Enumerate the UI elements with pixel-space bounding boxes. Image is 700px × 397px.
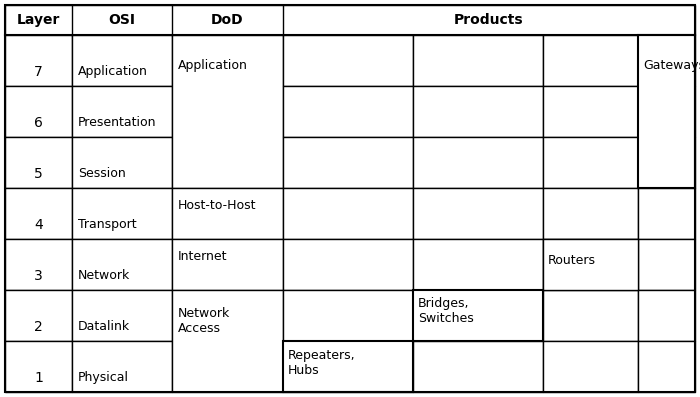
- Bar: [172, 188, 283, 239]
- Text: 2: 2: [34, 320, 43, 334]
- Bar: [5, 35, 72, 86]
- Text: Repeaters,
Hubs: Repeaters, Hubs: [288, 349, 356, 376]
- Bar: [72, 239, 172, 290]
- Text: OSI: OSI: [108, 13, 136, 27]
- Text: Host-to-Host: Host-to-Host: [178, 199, 256, 212]
- Text: Presentation: Presentation: [78, 116, 157, 129]
- Bar: [72, 341, 172, 392]
- Bar: [543, 239, 638, 290]
- Bar: [283, 137, 413, 188]
- Text: Products: Products: [454, 13, 524, 27]
- Bar: [543, 35, 638, 86]
- Bar: [638, 35, 695, 86]
- Bar: [543, 86, 638, 137]
- Text: 1: 1: [34, 371, 43, 385]
- Bar: [72, 188, 172, 239]
- Bar: [283, 35, 413, 86]
- Bar: [413, 188, 543, 239]
- Text: Network: Network: [78, 269, 130, 282]
- Bar: [638, 341, 695, 392]
- Bar: [638, 290, 695, 341]
- Bar: [638, 35, 695, 188]
- Bar: [5, 239, 72, 290]
- Text: Network
Access: Network Access: [178, 306, 230, 335]
- Text: 6: 6: [34, 116, 43, 130]
- Bar: [5, 188, 72, 239]
- Bar: [172, 239, 283, 290]
- Text: Routers: Routers: [548, 254, 596, 267]
- Text: DoD: DoD: [211, 13, 244, 27]
- Text: Layer: Layer: [17, 13, 60, 27]
- Bar: [72, 86, 172, 137]
- Text: Transport: Transport: [78, 218, 136, 231]
- Text: Gateways: Gateways: [643, 59, 700, 72]
- Bar: [413, 137, 543, 188]
- Bar: [413, 290, 543, 341]
- Bar: [5, 341, 72, 392]
- Text: Session: Session: [78, 167, 126, 180]
- Bar: [543, 137, 638, 188]
- Bar: [5, 5, 695, 35]
- Text: 4: 4: [34, 218, 43, 232]
- Bar: [283, 86, 413, 137]
- Text: 7: 7: [34, 65, 43, 79]
- Text: Datalink: Datalink: [78, 320, 130, 333]
- Bar: [283, 290, 413, 341]
- Bar: [413, 341, 543, 392]
- Text: Internet: Internet: [178, 251, 228, 263]
- Bar: [638, 239, 695, 290]
- Text: Physical: Physical: [78, 371, 129, 384]
- Text: Application: Application: [178, 59, 248, 72]
- Bar: [72, 137, 172, 188]
- Bar: [5, 137, 72, 188]
- Bar: [543, 188, 638, 239]
- Bar: [543, 239, 638, 290]
- Text: 3: 3: [34, 269, 43, 283]
- Text: Bridges,
Switches: Bridges, Switches: [418, 297, 474, 326]
- Bar: [638, 137, 695, 188]
- Bar: [172, 290, 283, 392]
- Bar: [283, 188, 413, 239]
- Bar: [283, 341, 413, 392]
- Bar: [72, 290, 172, 341]
- Bar: [413, 290, 543, 341]
- Bar: [413, 239, 543, 290]
- Bar: [413, 35, 543, 86]
- Bar: [283, 239, 413, 290]
- Bar: [283, 341, 413, 392]
- Bar: [5, 86, 72, 137]
- Text: Application: Application: [78, 65, 148, 78]
- Bar: [543, 290, 638, 341]
- Text: 5: 5: [34, 167, 43, 181]
- Bar: [413, 86, 543, 137]
- Bar: [543, 341, 638, 392]
- Bar: [638, 86, 695, 137]
- Bar: [72, 35, 172, 86]
- Bar: [638, 188, 695, 239]
- Bar: [5, 290, 72, 341]
- Bar: [172, 35, 283, 188]
